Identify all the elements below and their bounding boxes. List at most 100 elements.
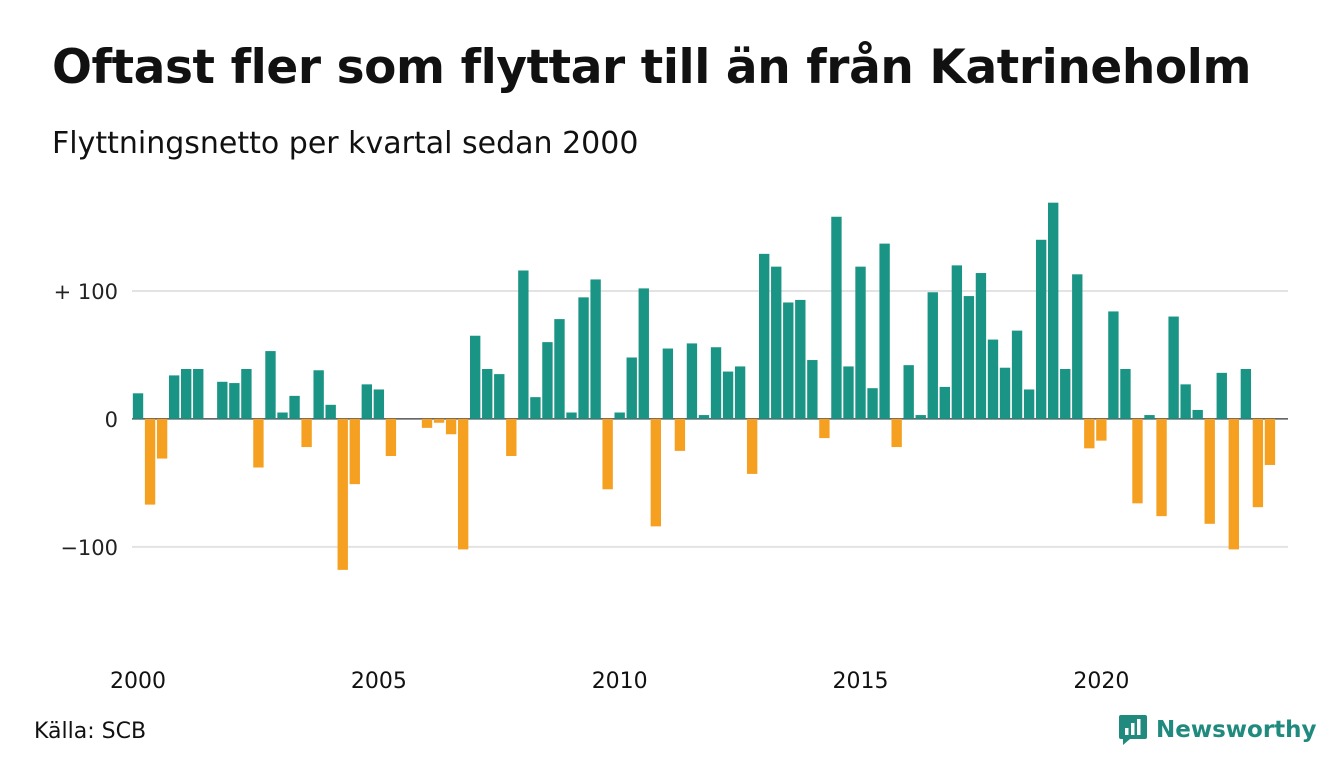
bar-chart: −100 0 + 100 2000 2005 2010 2015 2020: [54, 202, 1288, 694]
bar: [1084, 418, 1095, 449]
bar: [1264, 418, 1276, 465]
x-tick-label: 2000: [110, 669, 166, 694]
bar: [891, 418, 902, 448]
bar: [650, 418, 661, 527]
bar: [1060, 369, 1071, 419]
bar: [1023, 389, 1035, 419]
bar: [156, 418, 168, 459]
bar: [181, 369, 192, 419]
bar: [1096, 418, 1107, 441]
bar: [482, 369, 493, 419]
bar: [698, 415, 710, 419]
bar: [1228, 418, 1239, 550]
x-tick-label: 2010: [592, 669, 648, 694]
bar: [241, 369, 252, 419]
bar: [795, 299, 806, 419]
bar: [566, 412, 577, 419]
bar: [1252, 418, 1264, 508]
bar: [494, 374, 505, 419]
bar: [1011, 330, 1023, 419]
bar: [144, 418, 156, 505]
bar: [301, 418, 312, 448]
brand-logo: Newsworthy: [1118, 713, 1317, 747]
bar: [445, 418, 457, 435]
bar: [590, 279, 601, 419]
y-tick-label: + 100: [54, 280, 118, 304]
y-tick-label: −100: [60, 536, 118, 560]
bar: [1240, 369, 1252, 419]
bar: [421, 418, 433, 428]
bar: [674, 418, 686, 451]
bar: [879, 243, 890, 419]
bar: [265, 351, 276, 419]
bar: [951, 265, 963, 419]
bar: [686, 343, 698, 419]
bar: [433, 418, 445, 423]
bar: [927, 292, 938, 419]
bar: [168, 375, 180, 419]
bar: [1144, 415, 1155, 419]
bar: [1120, 369, 1131, 419]
bar: [542, 342, 553, 419]
bar: [722, 371, 734, 419]
bar: [373, 389, 385, 419]
grid-lines: [132, 289, 1288, 548]
brand-name: Newsworthy: [1156, 717, 1317, 743]
bar: [361, 384, 372, 419]
bar: [217, 381, 228, 419]
x-axis-tick-labels: 2000 2005 2010 2015 2020: [110, 669, 1129, 694]
bar: [385, 418, 397, 456]
y-axis-tick-labels: −100 0 + 100: [54, 280, 118, 560]
bar: [349, 418, 360, 485]
bar: [638, 288, 649, 419]
bar: [289, 395, 300, 419]
bar: [554, 319, 565, 419]
bar: [783, 302, 794, 419]
bar: [253, 418, 264, 468]
bar: [843, 366, 854, 419]
bar: [746, 418, 758, 474]
bar: [614, 412, 625, 419]
bar: [277, 412, 288, 419]
newsworthy-logo-icon: [1119, 715, 1147, 745]
chart-subtitle: Flyttningsnetto per kvartal sedan 2000: [52, 126, 639, 161]
bar: [132, 393, 144, 419]
bar: [710, 347, 722, 419]
x-tick-label: 2005: [351, 669, 407, 694]
bar: [325, 404, 336, 419]
bar: [530, 397, 541, 419]
chart-title: Oftast fler som flyttar till än från Kat…: [52, 40, 1252, 95]
source-label: Källa: SCB: [34, 719, 147, 744]
bar: [1108, 311, 1119, 419]
bar: [831, 216, 842, 419]
bar: [470, 335, 481, 419]
bar: [1156, 418, 1167, 517]
bar: [987, 339, 999, 419]
y-tick-label: 0: [105, 408, 118, 432]
bar: [229, 383, 240, 419]
bar: [819, 418, 830, 439]
bar: [662, 348, 674, 419]
bar: [578, 297, 589, 419]
bar: [602, 418, 613, 490]
bar: [1180, 384, 1191, 419]
bar: [337, 418, 348, 570]
bar: [1035, 239, 1047, 419]
bar: [313, 370, 324, 419]
bar: [1168, 316, 1179, 419]
x-tick-label: 2015: [833, 669, 889, 694]
bar: [999, 367, 1011, 419]
bar: [759, 253, 770, 419]
bar: [1192, 409, 1203, 419]
bar: [193, 369, 204, 419]
bar: [855, 266, 866, 419]
bar: [1132, 418, 1143, 504]
bar: [1216, 372, 1227, 419]
x-tick-label: 2020: [1073, 669, 1129, 694]
bar: [1048, 202, 1059, 419]
bar: [506, 418, 517, 456]
bar: [518, 270, 529, 419]
bar: [915, 415, 926, 419]
bar: [963, 296, 975, 419]
bar: [903, 365, 914, 419]
